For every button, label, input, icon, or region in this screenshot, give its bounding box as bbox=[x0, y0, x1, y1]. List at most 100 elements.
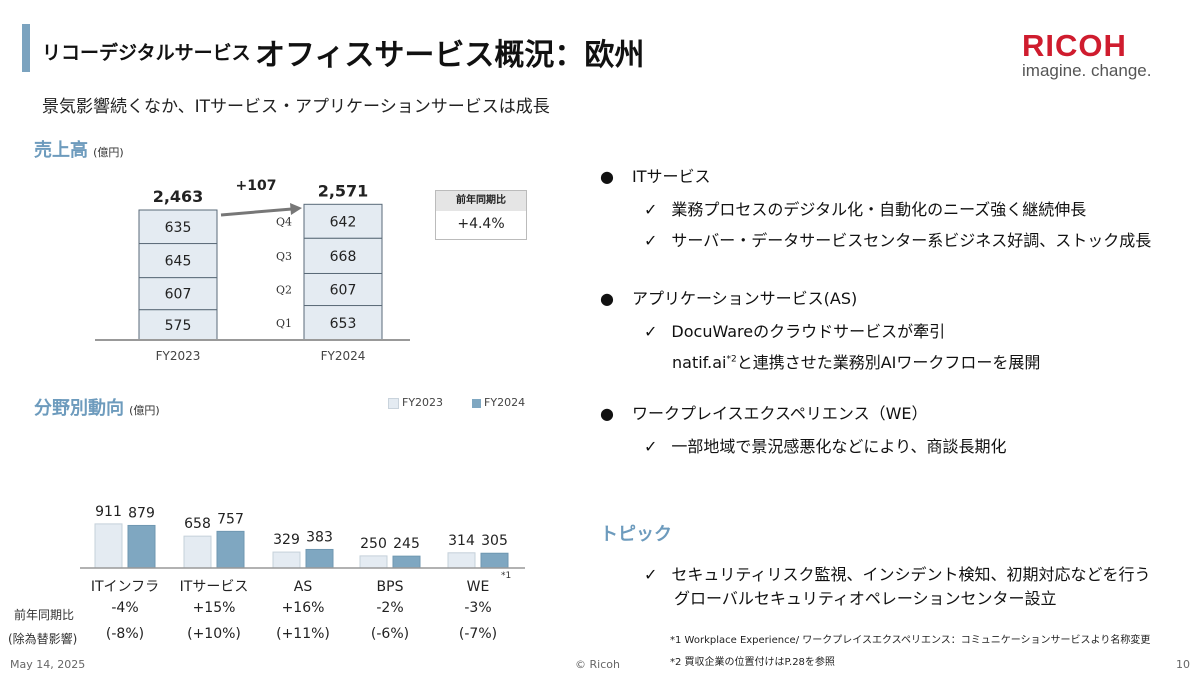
bar-value-label: 314 bbox=[448, 533, 475, 549]
footnote-2: *2 買収企業の位置付けはP.28を参照 bbox=[670, 657, 835, 668]
segment-yoy-value: -2% bbox=[376, 600, 404, 616]
bar-fy2023-0 bbox=[94, 523, 123, 569]
bar-fy2024-2 bbox=[305, 548, 334, 569]
segment-yoy-row: -4% (-8%) +15% (+10%) +16% (+11%) -2% (-6%) -3% (… bbox=[0, 600, 560, 650]
check-text: 業務プロセスのデジタル化・自動化のニーズ強く継続伸長 bbox=[671, 200, 1087, 219]
segment-heading: 分野別動向 (億円) bbox=[34, 394, 160, 420]
sales-title: 売上高 bbox=[34, 140, 88, 161]
bullet-title: ● ワークプレイスエクスペリエンス（WE） bbox=[600, 400, 1180, 424]
check-text: と連携させた業務別AIワークフローを展開 bbox=[736, 353, 1041, 372]
quarter-label-q2: Q2 bbox=[276, 283, 292, 296]
segment-yoy-fx-value: (-7%) bbox=[458, 626, 498, 642]
topic-item: ✓ セキュリティリスク監視、インシデント検知、初期対応などを行う bbox=[644, 561, 1150, 585]
logo-tagline: imagine. change. bbox=[1022, 61, 1152, 80]
bar-value-label: 911 bbox=[95, 504, 122, 520]
bar-value-label: 383 bbox=[306, 529, 333, 545]
segment-value-label: 635 bbox=[165, 220, 192, 236]
segment-yoy-value: -4% bbox=[111, 600, 139, 616]
check-icon: ✓ bbox=[644, 322, 658, 341]
footer-copyright: © Ricoh bbox=[575, 658, 620, 671]
bullet-title: ● ITサービス bbox=[600, 163, 1180, 187]
yoy-box-value: +4.4% bbox=[457, 216, 505, 232]
check-item: ✓ 業務プロセスのデジタル化・自動化のニーズ強く継続伸長 bbox=[644, 196, 1180, 220]
bullet-dot-icon: ● bbox=[600, 404, 614, 423]
category-label-3: BPS bbox=[377, 579, 404, 595]
bullet-title: ● アプリケーションサービス(AS) bbox=[600, 285, 1180, 309]
diff-label: +107 bbox=[236, 178, 277, 194]
segment-yoy-value: -3% bbox=[464, 600, 492, 616]
category-label-2: AS bbox=[294, 579, 313, 595]
bar-fy2024-4 bbox=[480, 552, 509, 569]
check-text: natif.ai bbox=[672, 353, 727, 372]
bullet-title-text: ワークプレイスエクスペリエンス（WE） bbox=[631, 404, 928, 423]
segment-value-label: 653 bbox=[330, 316, 357, 332]
segment-legend: FY2023 FY2024 bbox=[388, 396, 525, 409]
segment-yoy-fx-value: (+11%) bbox=[276, 626, 330, 642]
segment-yoy-fx-value: (-6%) bbox=[370, 626, 410, 642]
topic-heading: トピック bbox=[600, 524, 672, 545]
growth-arrow bbox=[220, 207, 293, 217]
bullet-item-we: ● ワークプレイスエクスペリエンス（WE） ✓ 一部地域で景況感悪化などにより、商談… bbox=[600, 400, 1180, 457]
growth-arrowhead-icon bbox=[290, 202, 302, 215]
bar-fy2024-3 bbox=[392, 555, 421, 569]
bar-value-label: 757 bbox=[217, 511, 244, 527]
quarter-label-q1: Q1 bbox=[276, 317, 292, 330]
quarter-label-q3: Q3 bbox=[276, 250, 292, 263]
stack-segment-fy2024-q4 bbox=[303, 203, 383, 239]
category-label-0: ITインフラ bbox=[91, 579, 159, 595]
segment-yoy-fx-value: (-8%) bbox=[105, 626, 145, 642]
page-subtitle: 景気影響続くなか、ITサービス・アプリケーションサービスは成長 bbox=[42, 97, 550, 117]
check-icon: ✓ bbox=[644, 200, 658, 219]
title-prefix: リコーデジタルサービス bbox=[42, 42, 251, 64]
total-label-fy2023: 2,463 bbox=[153, 187, 204, 206]
bar-fy2023-4 bbox=[447, 552, 476, 569]
segment-fx-label: (除為替影響) bbox=[8, 632, 78, 646]
check-text: サーバー・データサービスセンター系ビジネス好調、ストック成長 bbox=[671, 231, 1152, 250]
sales-stacked-chart: 575 607 645 635 2,463 FY2023 653 Q1 607 Q2 668 Q3 64… bbox=[95, 178, 410, 363]
bar-fy2023-3 bbox=[359, 555, 388, 569]
x-tick-fy2023: FY2023 bbox=[156, 349, 201, 363]
bar-fy2024-0 bbox=[127, 524, 156, 569]
segment-yoy-fx-value: (+10%) bbox=[187, 626, 241, 642]
bar-value-label: 305 bbox=[481, 533, 508, 549]
footnote-1: *1 Workplace Experience/ ワークプレイスエクスペリエンス… bbox=[670, 635, 1151, 646]
legend-swatch-fy2024 bbox=[472, 398, 482, 408]
bar-fy2023-1 bbox=[183, 535, 212, 569]
sales-unit: (億円) bbox=[93, 146, 124, 159]
bullet-title-text: ITサービス bbox=[631, 167, 711, 186]
category-label-1: ITサービス bbox=[180, 579, 249, 595]
category-footnote-marker: *1 bbox=[501, 571, 511, 581]
topic-item-line2: グローバルセキュリティオペレーションセンター設立 bbox=[674, 589, 1057, 608]
yoy-box-label: 前年同期比 bbox=[436, 191, 526, 211]
stack-segment-fy2023-q2 bbox=[138, 277, 218, 311]
page-title: オフィスサービス概況：欧州 bbox=[255, 38, 645, 73]
segment-value-label: 668 bbox=[330, 249, 357, 265]
segment-value-label: 607 bbox=[330, 282, 357, 298]
quarter-label-q4: Q4 bbox=[276, 215, 292, 228]
bullet-title-text: アプリケーションサービス(AS) bbox=[631, 289, 858, 308]
stack-segment-fy2023-q1 bbox=[138, 309, 218, 341]
check-item-continuation: natif.ai*2と連携させた業務別AIワークフローを展開 bbox=[672, 349, 1180, 373]
bar-value-label: 879 bbox=[128, 505, 155, 521]
segment-value-label: 642 bbox=[330, 214, 357, 230]
ricoh-logo: RICOH bbox=[1022, 28, 1127, 63]
bar-value-label: 329 bbox=[273, 532, 300, 548]
stack-segment-fy2024-q3 bbox=[303, 237, 383, 274]
bullet-list: ● ITサービス ✓ 業務プロセスのデジタル化・自動化のニーズ強く継続伸長 ✓ サーバ… bbox=[600, 163, 1180, 457]
x-tick-fy2024: FY2024 bbox=[321, 349, 366, 363]
bullet-item-as: ● アプリケーションサービス(AS) ✓ DocuWareのクラウドサービスが牽引 … bbox=[600, 285, 1180, 400]
legend-label-fy2023: FY2023 bbox=[402, 396, 444, 409]
bullet-dot-icon: ● bbox=[600, 289, 614, 308]
check-item: ✓ サーバー・データサービスセンター系ビジネス好調、ストック成長 bbox=[644, 227, 1180, 251]
title-accent-bar bbox=[22, 24, 30, 72]
topic-text-line1: セキュリティリスク監視、インシデント検知、初期対応などを行う bbox=[671, 565, 1151, 584]
bar-value-label: 245 bbox=[393, 536, 420, 552]
segment-yoy-value: +16% bbox=[281, 600, 325, 616]
segment-title: 分野別動向 bbox=[34, 398, 124, 419]
segment-value-label: 607 bbox=[165, 287, 192, 303]
footnote-marker: *2 bbox=[726, 354, 737, 365]
total-label-fy2024: 2,571 bbox=[318, 181, 369, 200]
legend-label-fy2024: FY2024 bbox=[484, 396, 526, 409]
segment-value-label: 645 bbox=[165, 254, 192, 270]
segment-yoy-value: +15% bbox=[192, 600, 236, 616]
